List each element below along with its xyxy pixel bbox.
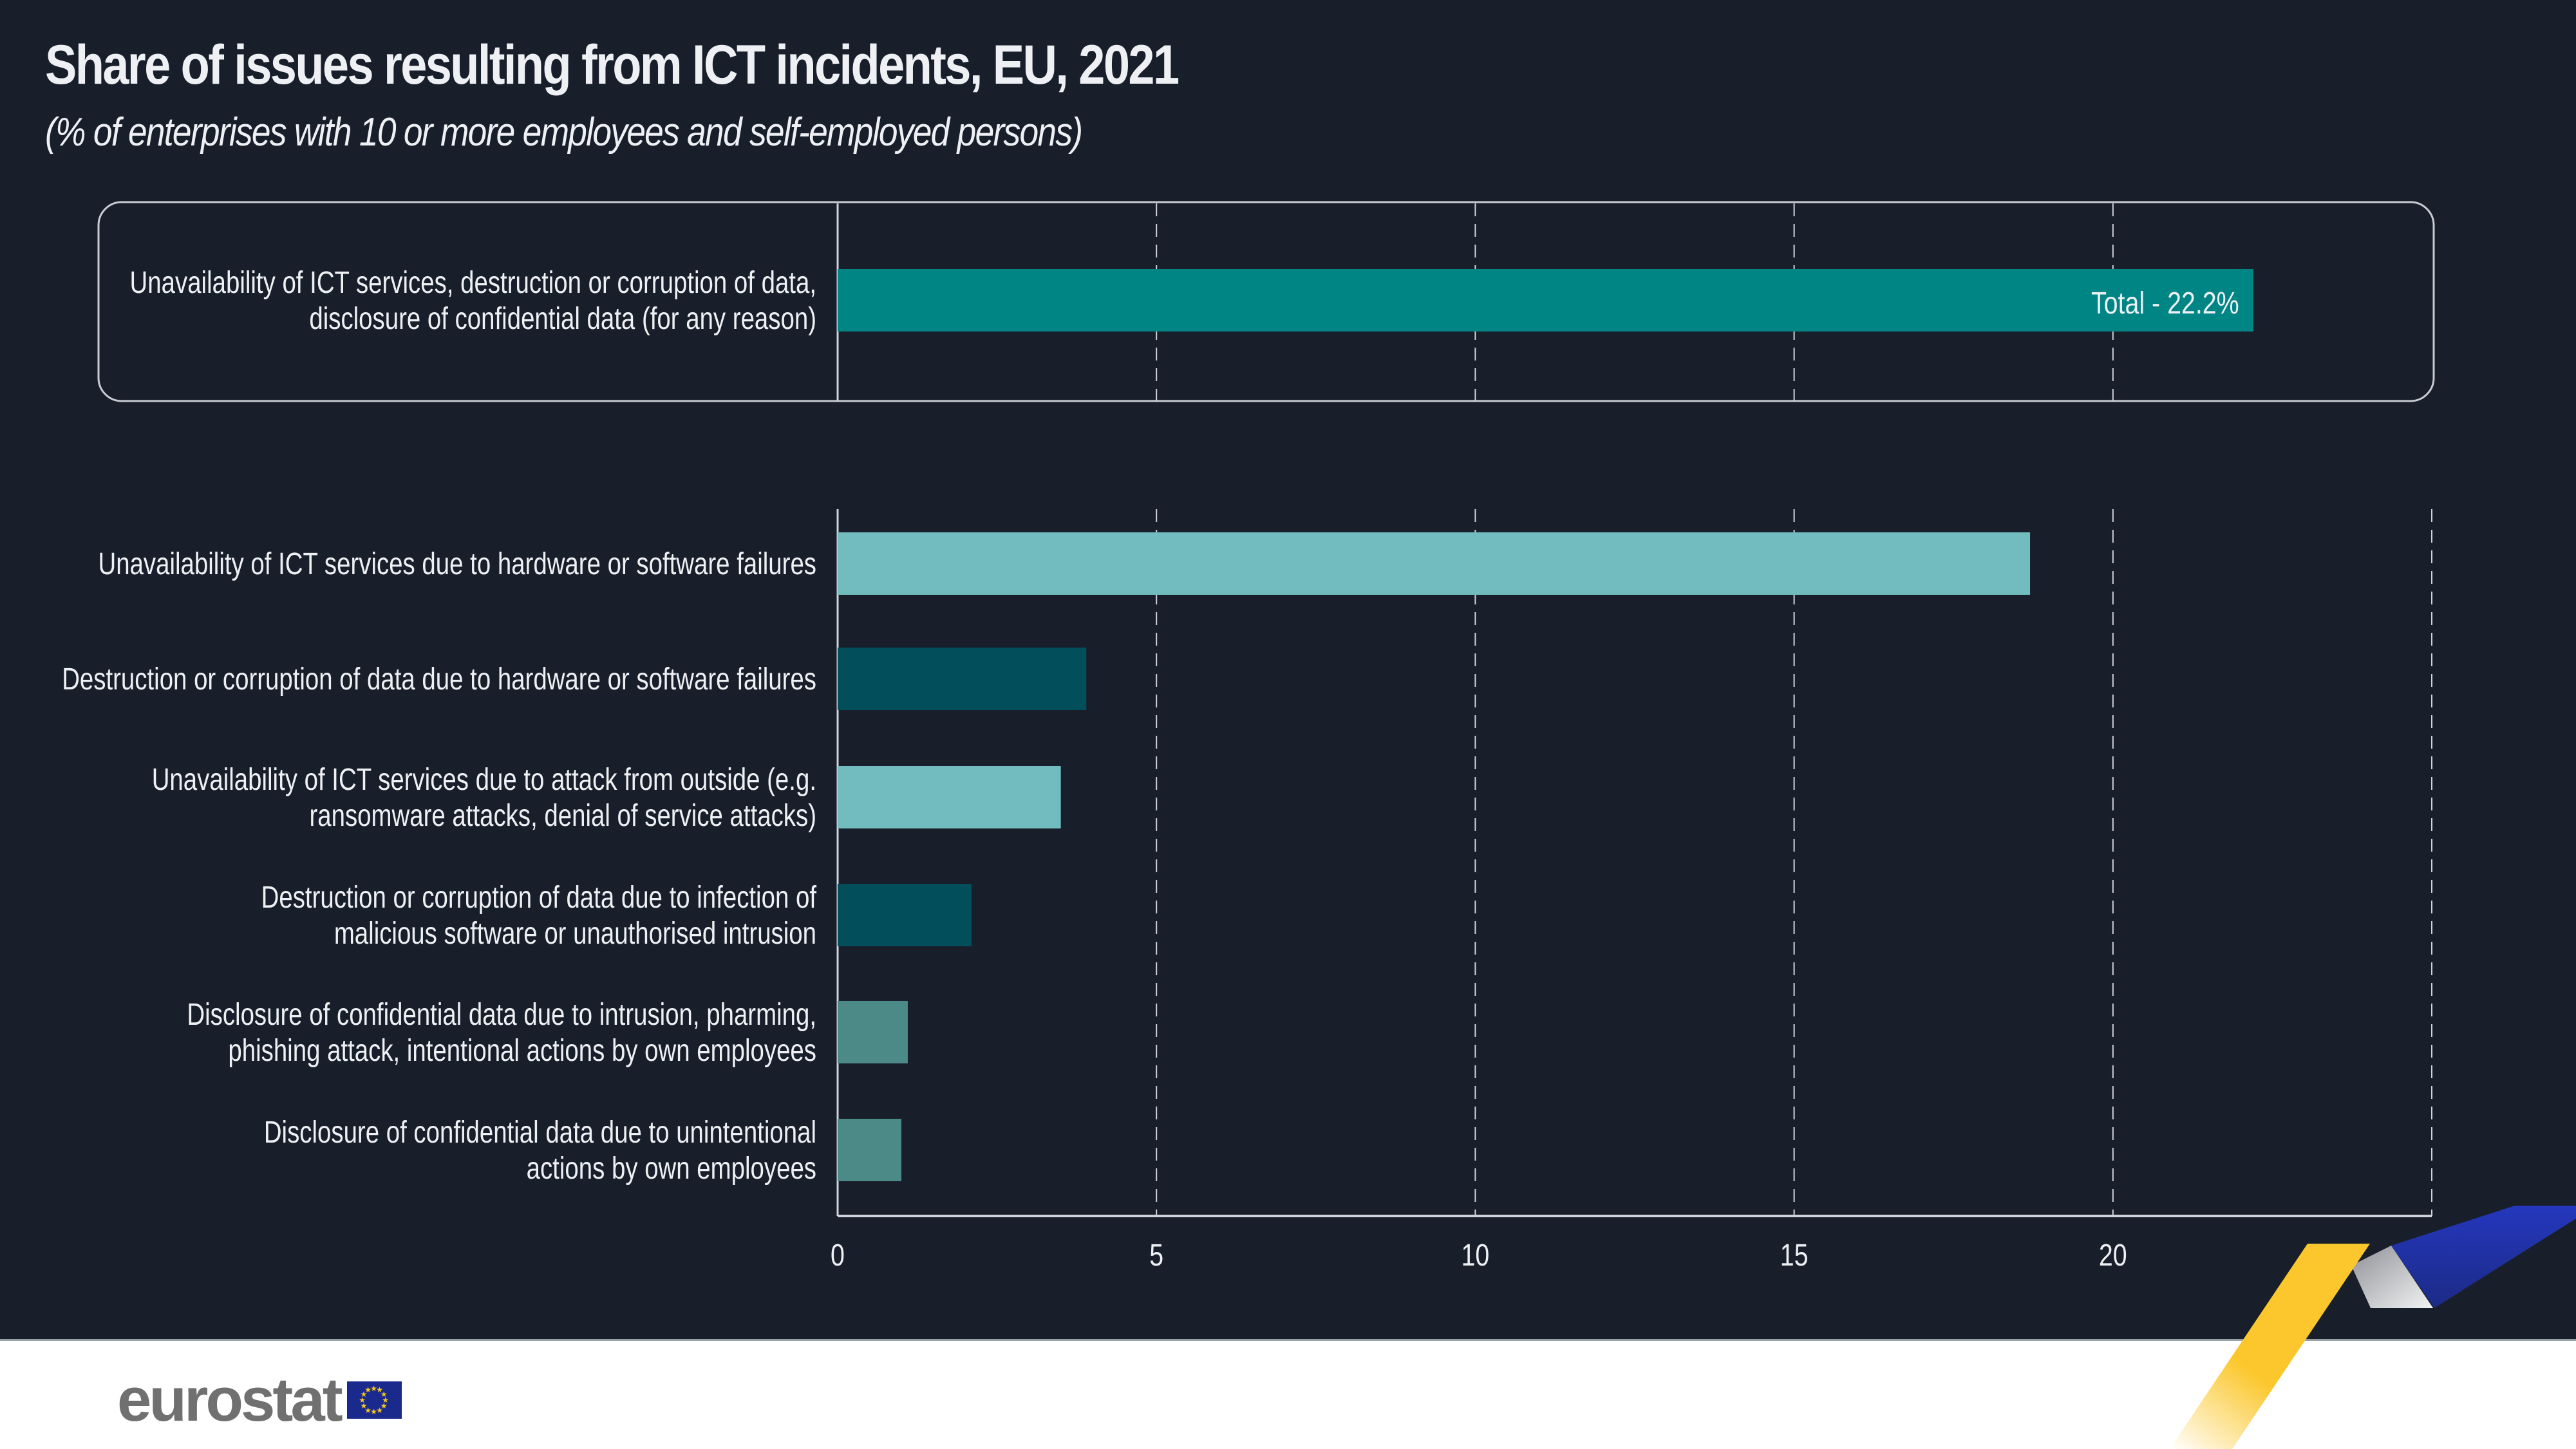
category-label-line: Destruction or corruption of data due to…	[261, 881, 817, 915]
bars: Total - 22.2%	[838, 269, 2253, 1181]
category-label: Disclosure of confidential data due to u…	[264, 1116, 816, 1186]
category-labels: Unavailability of ICT services, destruct…	[62, 266, 816, 1186]
category-label-line: actions by own employees	[527, 1152, 816, 1186]
bar	[838, 532, 2031, 595]
category-label-line: Unavailability of ICT services due to at…	[152, 763, 816, 797]
category-label: Disclosure of confidential data due to i…	[187, 998, 816, 1068]
ribbon-grey	[2351, 1246, 2433, 1308]
x-tick-label: 20	[2099, 1239, 2127, 1273]
bar	[838, 884, 972, 946]
star-icon: ★	[376, 1385, 384, 1395]
ribbon-blue	[2391, 1206, 2576, 1308]
star-icon: ★	[359, 1396, 366, 1405]
category-label-line: Unavailability of ICT services due to ha…	[98, 547, 816, 581]
star-icon: ★	[380, 1390, 388, 1399]
bar	[838, 766, 1061, 828]
gridlines-bottom	[836, 509, 2432, 1217]
bar	[838, 1119, 902, 1181]
eu-flag-icon: ★ ★ ★ ★ ★ ★ ★ ★ ★ ★ ★ ★	[346, 1381, 402, 1419]
chart-title: Share of issues resulting from ICT incid…	[45, 34, 1180, 96]
category-label-line: Destruction or corruption of data due to…	[62, 662, 816, 696]
category-label-line: phishing attack, intentional actions by …	[228, 1034, 816, 1068]
category-label: Destruction or corruption of data due to…	[62, 662, 816, 696]
bar	[838, 648, 1087, 710]
star-icon: ★	[360, 1390, 368, 1399]
star-icon: ★	[360, 1401, 368, 1410]
x-tick-label: 5	[1149, 1239, 1163, 1273]
star-icon: ★	[380, 1401, 388, 1410]
category-label-line: malicious software or unauthorised intru…	[334, 917, 816, 951]
x-tick-labels: 0510152025	[831, 1239, 2446, 1273]
total-box	[97, 201, 2435, 402]
ribbon-yellow	[2170, 1244, 2370, 1449]
star-icon: ★	[376, 1405, 384, 1415]
star-icon: ★	[364, 1385, 372, 1395]
data-label-total: Total - 22.2%	[2091, 286, 2239, 321]
star-icon: ★	[364, 1405, 372, 1415]
category-label-line: Unavailability of ICT services, destruct…	[130, 266, 816, 300]
ribbon-decoration	[2170, 1206, 2576, 1449]
chart-panel	[0, 0, 2576, 1341]
logo-text: eurostat	[117, 1365, 343, 1434]
chart-subtitle: (% of enterprises with 10 or more employ…	[45, 110, 1083, 154]
eurostat-logo: eurostat ★ ★ ★ ★ ★ ★ ★ ★ ★ ★ ★ ★	[117, 1365, 402, 1435]
category-label-line: disclosure of confidential data (for any…	[309, 302, 816, 336]
category-label-total: Unavailability of ICT services, destruct…	[130, 266, 816, 336]
category-label: Unavailability of ICT services due to at…	[152, 763, 816, 833]
category-label-line: Disclosure of confidential data due to u…	[264, 1116, 816, 1150]
category-label-line: Disclosure of confidential data due to i…	[187, 998, 816, 1032]
bar	[838, 1001, 908, 1063]
x-tick-label: 15	[1780, 1239, 1809, 1273]
bar-total	[838, 269, 2253, 332]
x-tick-label: 10	[1462, 1239, 1490, 1273]
category-label: Unavailability of ICT services due to ha…	[98, 547, 816, 581]
category-label: Destruction or corruption of data due to…	[261, 881, 817, 951]
star-icon: ★	[370, 1384, 378, 1393]
x-tick-label: 0	[831, 1239, 845, 1273]
star-icon: ★	[382, 1396, 390, 1405]
category-label-line: ransomware attacks, denial of service at…	[309, 799, 816, 833]
star-icon: ★	[370, 1407, 378, 1416]
